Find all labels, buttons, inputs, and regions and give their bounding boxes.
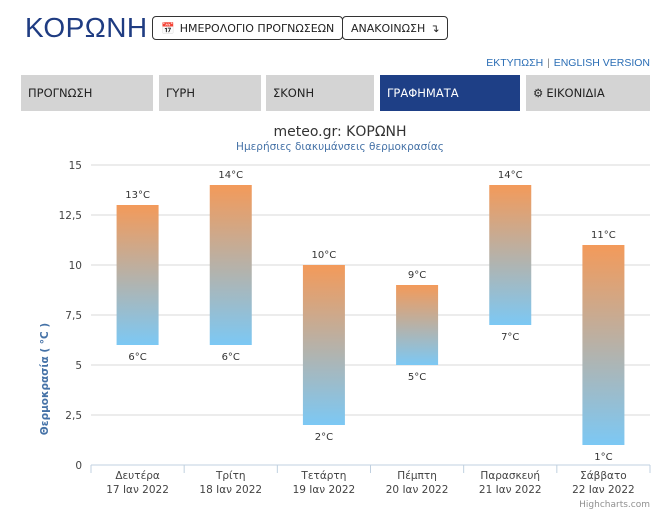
x-day-label: Παρασκευή [480, 470, 540, 482]
temperature-range-bar [116, 205, 159, 345]
y-tick-label: 15 [69, 160, 82, 172]
highcharts-credit[interactable]: Highcharts.com [579, 500, 650, 510]
gear-icon: ⚙ [533, 86, 544, 100]
x-date-label: 21 Ιαν 2022 [479, 484, 542, 496]
y-axis-title: Θερμοκρασία ( °C ) [39, 323, 51, 435]
tab-label: ΓΥΡΗ [166, 86, 196, 100]
y-tick-label: 7,5 [65, 310, 82, 322]
y-tick-label: 10 [69, 260, 82, 272]
data-bars: 13°C 6°C 14°C 6°C 10°C 2°C 9°C 5°C 14°C 7°C 11°C 1°… [116, 170, 625, 463]
english-version-link[interactable]: ENGLISH VERSION [553, 57, 650, 69]
x-day-label: Σάββατο [580, 470, 627, 482]
x-date-label: 22 Ιαν 2022 [572, 484, 635, 496]
low-temp-label: 2°C [315, 432, 333, 443]
y-tick-label: 0 [75, 460, 82, 472]
temperature-range-bar [209, 185, 252, 345]
top-links: ΕΚΤΥΠΩΣΗ | ENGLISH VERSION [486, 57, 650, 69]
x-day-label: Τετάρτη [300, 470, 346, 482]
x-date-label: 19 Ιαν 2022 [293, 484, 356, 496]
tab-label: ΠΡΟΓΝΩΣΗ [28, 86, 93, 100]
calendar-icon: 📅 [161, 21, 175, 35]
tab-pollen[interactable]: ΓΥΡΗ [159, 75, 261, 111]
tab-dust[interactable]: ΣΚΟΝΗ [266, 75, 374, 111]
temperature-chart: meteo.gr: ΚΟΡΩΝΗ Ημερήσιες διακυμάνσεις … [39, 124, 651, 510]
high-temp-label: 13°C [125, 190, 150, 201]
arrow-down-icon: ↴ [430, 21, 440, 35]
x-day-label: Πέμπτη [397, 470, 437, 482]
low-temp-label: 1°C [594, 452, 612, 463]
x-axis-labels: Δευτέρα 17 Ιαν 2022 Τρίτη 18 Ιαν 2022 Τετάρτ… [106, 470, 634, 496]
x-date-label: 20 Ιαν 2022 [386, 484, 449, 496]
calendar-button[interactable]: 📅 ΗΜΕΡΟΛΟΓΙΟ ΠΡΟΓΝΩΣΕΩΝ [152, 16, 344, 40]
low-temp-label: 6°C [128, 352, 146, 363]
page-title: ΚΟΡΩΝΗ [25, 12, 148, 43]
high-temp-label: 14°C [218, 170, 243, 181]
print-link[interactable]: ΕΚΤΥΠΩΣΗ [486, 57, 544, 69]
announcements-button-label: ΑΝΑΚΟΙΝΩΣΗ [351, 21, 426, 35]
chart-title: meteo.gr: ΚΟΡΩΝΗ [273, 124, 406, 140]
temperature-range-bar [489, 185, 532, 325]
calendar-button-label: ΗΜΕΡΟΛΟΓΙΟ ΠΡΟΓΝΩΣΕΩΝ [179, 21, 335, 35]
tab-label: ΣΚΟΝΗ [273, 86, 315, 100]
high-temp-label: 9°C [408, 270, 426, 281]
temperature-range-bar [396, 285, 439, 365]
x-day-label: Τρίτη [215, 470, 246, 482]
tab-label: ΓΡΑΦΗΜΑΤΑ [387, 86, 459, 100]
y-tick-label: 2,5 [65, 410, 82, 422]
low-temp-label: 7°C [501, 332, 519, 343]
x-day-label: Δευτέρα [115, 470, 160, 482]
temperature-range-bar [302, 265, 345, 425]
temperature-range-bar [582, 245, 625, 445]
y-axis-ticks: 0 2,5 5 7,5 10 12,5 15 [59, 160, 82, 472]
tab-label: ΕΙΚΟΝΙΔΙΑ [546, 86, 605, 100]
announcements-button[interactable]: ΑΝΑΚΟΙΝΩΣΗ ↴ [342, 16, 449, 40]
low-temp-label: 5°C [408, 372, 426, 383]
tab-charts[interactable]: ΓΡΑΦΗΜΑΤΑ [380, 75, 520, 111]
chart-subtitle: Ημερήσιες διακυμάνσεις θερμοκρασίας [236, 141, 444, 153]
grid-lines [90, 164, 651, 473]
y-tick-label: 12,5 [59, 210, 82, 222]
high-temp-label: 11°C [591, 230, 616, 241]
high-temp-label: 14°C [498, 170, 523, 181]
low-temp-label: 6°C [222, 352, 240, 363]
tab-icons[interactable]: ⚙ ΕΙΚΟΝΙΔΙΑ [526, 75, 650, 111]
high-temp-label: 10°C [312, 250, 337, 261]
x-date-label: 17 Ιαν 2022 [106, 484, 169, 496]
tab-forecast[interactable]: ΠΡΟΓΝΩΣΗ [21, 75, 153, 111]
y-tick-label: 5 [75, 360, 82, 372]
x-date-label: 18 Ιαν 2022 [199, 484, 262, 496]
